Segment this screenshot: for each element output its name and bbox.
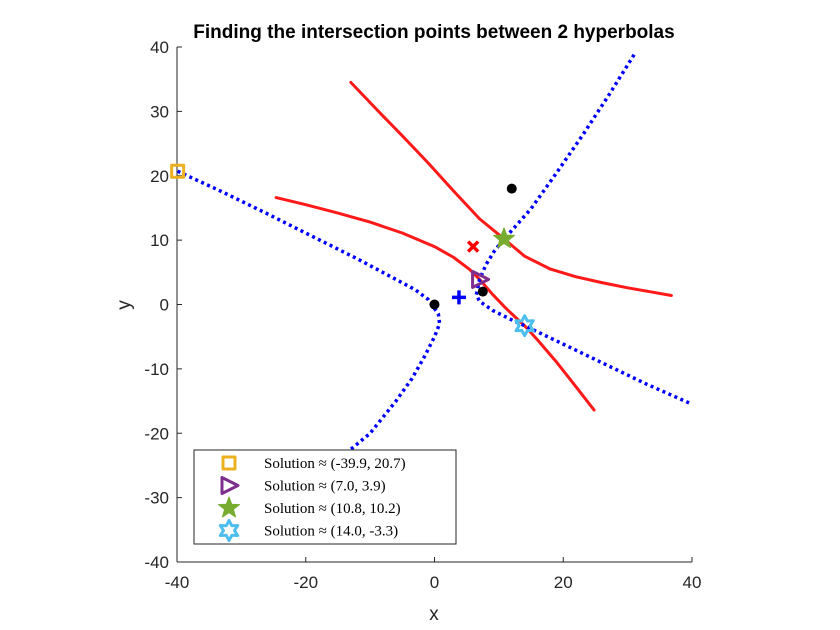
y-tick-label: -40 [144, 553, 169, 572]
legend-label: Solution ≈ (-39.9, 20.7) [264, 456, 406, 472]
legend-label: Solution ≈ (14.0, -3.3) [264, 524, 398, 540]
blue-center-marker [451, 290, 466, 305]
x-tick-label: -40 [165, 573, 190, 592]
x-axis-label: x [429, 604, 439, 625]
y-tick-label: 20 [150, 167, 169, 186]
solution-pentagram-marker [493, 227, 515, 249]
red-center-marker [466, 240, 480, 253]
focus-point [429, 299, 440, 310]
y-tick-label: -10 [144, 360, 169, 379]
legend-items: Solution ≈ (-39.9, 20.7) Solution ≈ (7.0,… [218, 455, 406, 542]
legend-label: Solution ≈ (7.0, 3.9) [264, 479, 386, 495]
blue-hyperbola-branch-3 [176, 169, 442, 451]
plot-area: -40 -20 0 20 40 -40 -30 -20 -10 0 10 20 30 40 [144, 38, 701, 592]
solution-square-marker [170, 163, 186, 179]
legend: Solution ≈ (-39.9, 20.7) Solution ≈ (7.0,… [193, 449, 457, 545]
solution-hexagram-marker [514, 314, 535, 338]
legend-square-marker [221, 455, 237, 471]
y-tick-label: -20 [144, 424, 169, 443]
solution-markers [170, 163, 535, 338]
x-tick-label: -20 [293, 573, 318, 592]
y-ticks: -40 -30 -20 -10 0 10 20 30 40 [144, 38, 182, 572]
y-axis-label: y [114, 300, 135, 310]
y-tick-label: 0 [160, 296, 169, 315]
red-hyperbola-branch-1 [349, 80, 673, 297]
solution-triangle-right-marker [471, 269, 491, 289]
x-tick-label: 20 [554, 573, 573, 592]
y-tick-label: 10 [150, 231, 169, 250]
chart-title: Finding the intersection points between … [193, 22, 674, 43]
point-markers [429, 183, 517, 310]
x-tick-label: 0 [430, 573, 439, 592]
x-ticks: -40 -20 0 20 40 [165, 557, 702, 592]
legend-label: Solution ≈ (10.8, 10.2) [264, 501, 401, 517]
y-tick-label: 40 [150, 38, 169, 57]
y-tick-label: 30 [150, 102, 169, 121]
legend-triangle-right-marker [220, 476, 240, 495]
y-tick-label: -30 [144, 489, 169, 508]
legend-pentagram-marker [218, 496, 240, 518]
legend-hexagram-marker [218, 519, 240, 542]
focus-point [477, 286, 488, 297]
blue-hyperbola-branch-4 [474, 53, 692, 406]
x-tick-label: 40 [683, 573, 702, 592]
curves [176, 53, 692, 451]
focus-point [506, 183, 517, 194]
